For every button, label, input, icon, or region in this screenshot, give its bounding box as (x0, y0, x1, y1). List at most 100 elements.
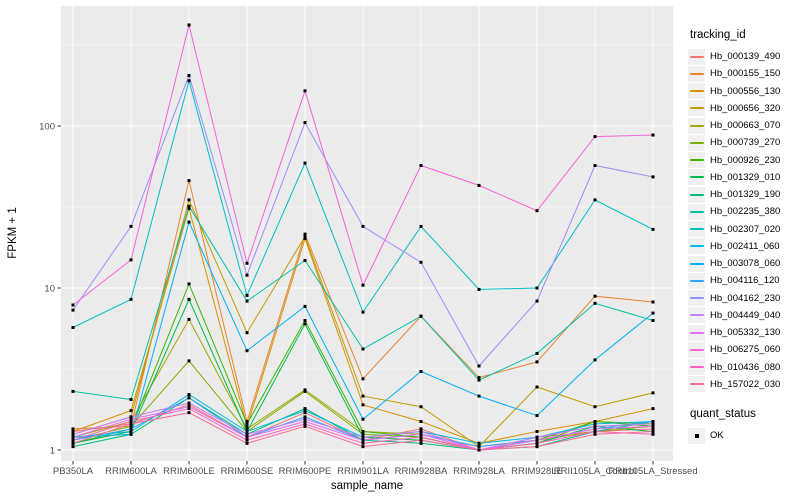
data-point (361, 445, 365, 449)
y-tick-label: 10 (44, 283, 55, 294)
data-point (245, 427, 249, 431)
data-point (71, 432, 75, 436)
data-point (187, 204, 191, 208)
legend-item-Hb_000556_130: Hb_000556_130 (688, 83, 800, 100)
data-point (187, 23, 191, 27)
legend-key (688, 65, 705, 82)
data-point (535, 414, 539, 418)
data-point (651, 175, 655, 179)
data-point (419, 438, 423, 442)
legend-key (688, 221, 705, 238)
x-tick-label: RRIM928LE (511, 466, 563, 477)
legend-line-swatch (689, 55, 704, 58)
legend-key (688, 48, 705, 65)
legend-item-label: Hb_004162_230 (710, 292, 781, 304)
data-point (187, 359, 191, 363)
data-point (245, 293, 249, 297)
legend-item-label: Hb_157022_030 (710, 378, 781, 390)
data-point (71, 445, 75, 449)
legend-item-Hb_000663_070: Hb_000663_070 (688, 117, 800, 134)
legend-item-Hb_002411_060: Hb_002411_060 (688, 238, 800, 255)
legend-items-quant-status: OK (688, 427, 800, 444)
plot-panel (61, 6, 673, 461)
y-tick-label: 1 (50, 445, 55, 456)
data-point (651, 391, 655, 395)
data-point (303, 237, 307, 240)
legend-line-swatch (689, 141, 704, 144)
x-tick-label: RRII105LA_Control (554, 466, 636, 477)
legend-item-Hb_000155_150: Hb_000155_150 (688, 65, 800, 82)
legend-item-label: Hb_010436_080 (710, 361, 781, 373)
data-point (303, 322, 307, 326)
data-point (245, 261, 249, 265)
legend-item-label: Hb_003078_060 (710, 258, 781, 270)
data-point (535, 430, 539, 433)
data-point (129, 224, 133, 228)
data-point (187, 396, 191, 400)
data-point (303, 319, 307, 322)
data-point (245, 430, 249, 433)
data-point (477, 376, 481, 380)
data-point (303, 411, 307, 415)
legend-item-label: Hb_000656_320 (710, 102, 781, 114)
data-point (477, 441, 481, 445)
data-point (303, 161, 307, 165)
legend-line-swatch (689, 279, 704, 282)
data-point (535, 299, 539, 303)
legend-item-label: Hb_000663_070 (710, 120, 781, 132)
data-point (129, 258, 133, 262)
data-point (187, 297, 191, 301)
legend-item-Hb_000656_320: Hb_000656_320 (688, 100, 800, 117)
data-point (535, 351, 539, 355)
data-point (361, 394, 365, 398)
legend-item-label: Hb_000155_150 (710, 68, 781, 80)
legend-key (688, 117, 705, 134)
legend-key (688, 359, 705, 376)
legend-item-Hb_003078_060: Hb_003078_060 (688, 255, 800, 272)
x-tick-label: RRIM600LA (105, 466, 157, 477)
legend-square-swatch (694, 433, 699, 438)
legend-line-swatch (689, 262, 704, 265)
data-point (303, 424, 307, 428)
data-point (535, 441, 539, 445)
data-point (477, 445, 481, 449)
data-point (129, 422, 133, 426)
legend-item-Hb_000139_490: Hb_000139_490 (688, 48, 800, 65)
data-point (129, 430, 133, 433)
data-point (419, 164, 423, 167)
x-tick-label: RRIM928BA (395, 466, 448, 477)
x-axis-title: sample_name (331, 480, 403, 492)
data-point (187, 179, 191, 183)
data-point (71, 441, 75, 445)
legend-item-label: OK (710, 430, 724, 442)
legend-item-Hb_157022_030: Hb_157022_030 (688, 376, 800, 393)
data-point (361, 417, 365, 421)
legend: tracking_id Hb_000139_490 Hb_000155_150 Hb… (688, 29, 800, 444)
x-tick-label: PB350LA (53, 466, 94, 477)
data-point (419, 420, 423, 423)
chart-layer: PB350LA RRIM600LA RRIM600LE RRIM600SE RRIM60… (39, 6, 698, 477)
data-point (419, 405, 423, 409)
data-point (535, 209, 539, 213)
data-point (187, 407, 191, 411)
data-point (651, 420, 655, 423)
data-point (71, 308, 75, 312)
legend-line-swatch (689, 176, 704, 179)
legend-line-swatch (689, 124, 704, 127)
legend-key (688, 290, 705, 307)
y-axis-title: FPKM + 1 (7, 207, 19, 258)
data-point (129, 427, 133, 431)
legend-key (688, 100, 705, 117)
data-point (71, 427, 75, 431)
data-point (187, 411, 191, 415)
data-point (361, 310, 365, 314)
data-point (361, 224, 365, 228)
data-point (535, 438, 539, 442)
legend-item-label: Hb_005332_130 (710, 327, 781, 339)
data-point (187, 220, 191, 224)
data-point (187, 79, 191, 83)
data-point (129, 432, 133, 436)
data-point (361, 430, 365, 433)
